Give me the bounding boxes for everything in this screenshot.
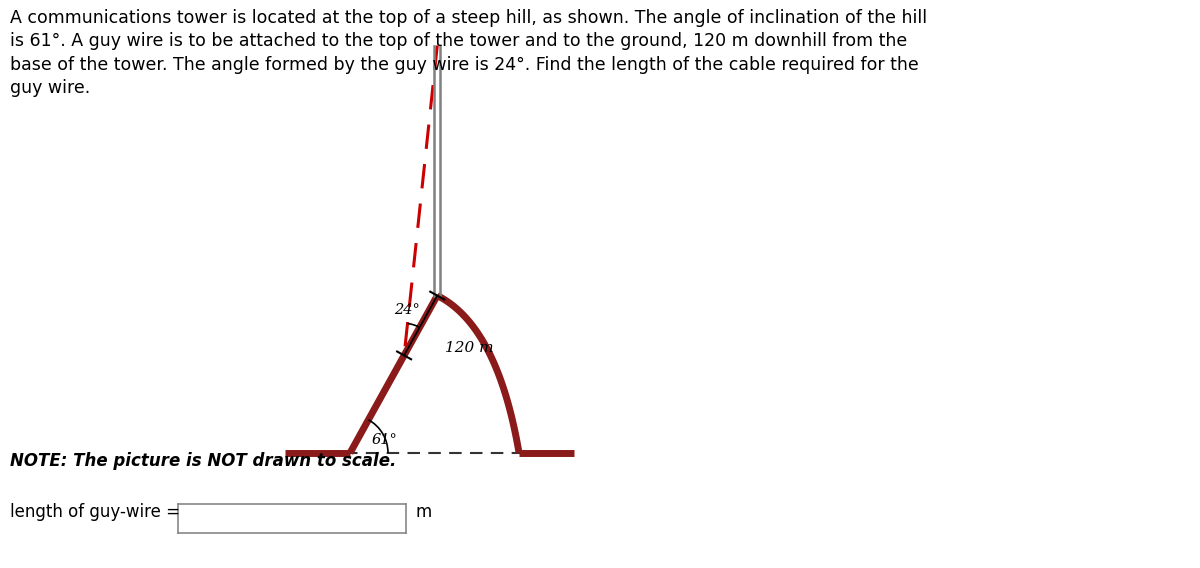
Text: 24°: 24° (394, 303, 420, 318)
Text: A communications tower is located at the top of a steep hill, as shown. The angl: A communications tower is located at the… (10, 9, 926, 97)
Text: 61°: 61° (372, 433, 398, 447)
Text: 120 m: 120 m (445, 341, 493, 355)
Text: length of guy-wire =: length of guy-wire = (10, 503, 180, 521)
Text: m: m (415, 503, 432, 521)
Text: NOTE: The picture is NOT drawn to scale.: NOTE: The picture is NOT drawn to scale. (10, 452, 396, 470)
